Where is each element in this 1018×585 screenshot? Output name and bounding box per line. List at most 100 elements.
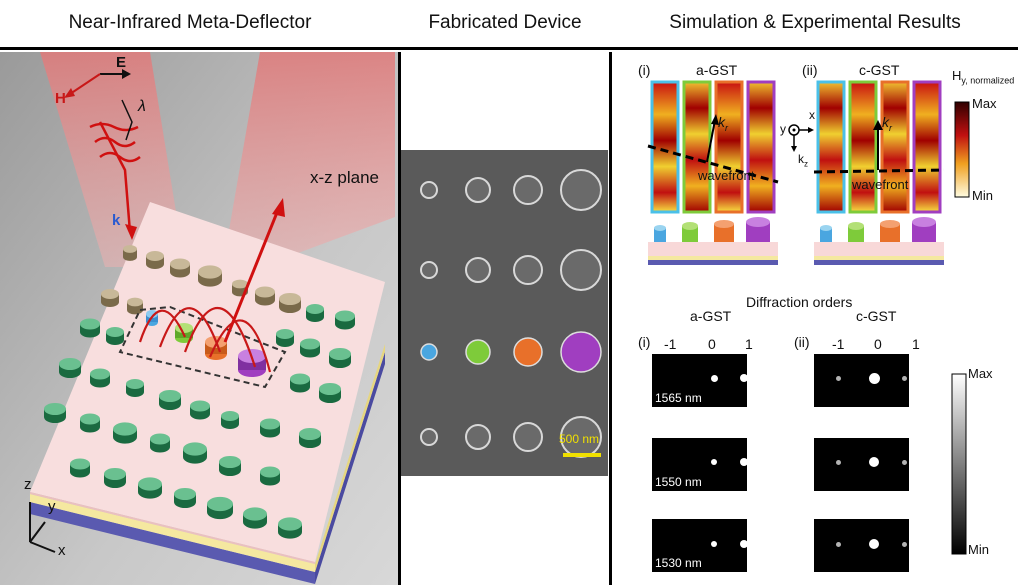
sem-pillar (513, 175, 543, 205)
nanopillar (255, 286, 275, 298)
nanopillar (276, 329, 294, 339)
diffraction-image-a-1565: 1565 nm (652, 354, 748, 407)
nanopillar (198, 265, 222, 279)
axis-z-label: z (24, 476, 32, 493)
colorbar-title: Hy, normalized (952, 68, 1015, 86)
header-rule (0, 47, 1018, 50)
deflected-arrow (223, 209, 280, 343)
sim-panel-i-label: (i) (638, 62, 651, 78)
exp-panel-ii-label: (ii) (794, 334, 810, 350)
axes-indicator (29, 502, 56, 553)
divider-right (609, 52, 612, 585)
coord-y-label: y (780, 122, 786, 136)
right-panel: (i) a-GST (ii) c-GST kr kr wavefront wav… (612, 52, 1018, 585)
field-map-c-gst (813, 80, 945, 214)
sem-pillar (513, 422, 543, 452)
sim-panel-ii-label: (ii) (802, 62, 818, 78)
nanopillar (127, 297, 143, 307)
diffraction-image-c-1550 (814, 438, 909, 491)
intensity-colorbar-max: Max (968, 366, 993, 381)
meta-deflector-illustration (0, 52, 398, 585)
field-map-a-gst (647, 80, 779, 214)
sem-pillar (465, 257, 491, 283)
coord-indicator (788, 124, 814, 152)
kr-label-a: kr (718, 114, 728, 133)
nanopillar (113, 422, 137, 436)
nanopillar (278, 517, 302, 531)
wavelength-label: λ (138, 98, 146, 115)
nanopillar (106, 327, 124, 337)
exp-panel-i-label: (i) (638, 334, 651, 350)
nanopillar (329, 347, 351, 361)
k-vector-label: k (112, 212, 121, 229)
plane-label: x-z plane (310, 168, 379, 187)
nanopillar (306, 304, 324, 314)
nanopillar (123, 249, 137, 257)
sim-c-gst-title: c-GST (859, 62, 900, 78)
nanopillar (44, 402, 66, 416)
nanopillar (221, 411, 239, 421)
nanopillar (279, 292, 301, 306)
nanopillar (260, 466, 280, 478)
nanopillar (150, 433, 170, 445)
axis-y-label: y (48, 498, 56, 515)
e-field-label: E (116, 54, 127, 71)
nanopillar (80, 413, 100, 425)
nanopillar (319, 382, 341, 396)
diffraction-image-a-1550: 1550 nm (652, 438, 748, 491)
nanopillar (123, 245, 137, 253)
nanopillar (174, 487, 196, 501)
nanopillar (101, 289, 119, 299)
exp-c-gst-title: c-GST (856, 308, 897, 324)
diffraction-image-a-1530: 1530 nm (652, 519, 748, 572)
nanopillar (59, 357, 81, 371)
nanopillar (232, 279, 248, 289)
nanopillar (90, 368, 110, 380)
nanopillar (126, 379, 144, 389)
sem-pillar (465, 177, 491, 203)
incident-wave (89, 122, 141, 163)
sim-a-gst-title: a-GST (696, 62, 738, 78)
order-label: 1 (745, 336, 753, 352)
supercell-outline (118, 305, 287, 389)
nanopillar (146, 251, 164, 261)
nanopillar (207, 496, 233, 512)
wavefront-label-a: wavefront (698, 168, 755, 183)
middle-panel: 500 nm (401, 52, 609, 585)
diffraction-image-c-1530 (814, 519, 909, 572)
sem-pillar (465, 424, 491, 450)
sem-pillar (420, 181, 438, 199)
simulation-figure (647, 80, 970, 555)
scale-bar-label: 500 nm (559, 432, 600, 446)
sem-pillar (560, 169, 602, 211)
order-label: 0 (874, 336, 882, 352)
wavelet-arcs (138, 306, 272, 373)
kr-label-c: kr (882, 114, 892, 133)
middle-header: Fabricated Device (428, 12, 582, 33)
nanopillar (159, 389, 181, 403)
wavelength-label: 1565 nm (655, 391, 702, 405)
sem-pillar (513, 255, 543, 285)
h-field-label: H (55, 90, 66, 107)
colorbar-min: Min (972, 188, 993, 203)
sem-pillar (420, 343, 438, 361)
supercell-c-gst (814, 217, 944, 265)
nanopillar (104, 467, 126, 481)
nanopillar (300, 338, 320, 350)
left-header: Near-Infrared Meta-Deflector (68, 12, 312, 33)
wavefront-label-c: wavefront (852, 177, 909, 192)
diffraction-orders-title: Diffraction orders (746, 294, 853, 310)
sem-image (401, 150, 608, 476)
nanopillar (243, 507, 267, 521)
substrate-layer-yellow (30, 494, 315, 572)
coord-x-label: x (809, 108, 815, 122)
deflected-beam (220, 52, 395, 282)
order-label: 0 (708, 336, 716, 352)
order-label: -1 (832, 336, 845, 352)
nanopillar (219, 455, 241, 469)
coord-kz-label: kz (798, 152, 808, 169)
colorbar-intensity (951, 373, 967, 555)
order-label: 1 (912, 336, 920, 352)
diffraction-image-c-1565 (814, 354, 909, 407)
nanopillar (260, 418, 280, 430)
